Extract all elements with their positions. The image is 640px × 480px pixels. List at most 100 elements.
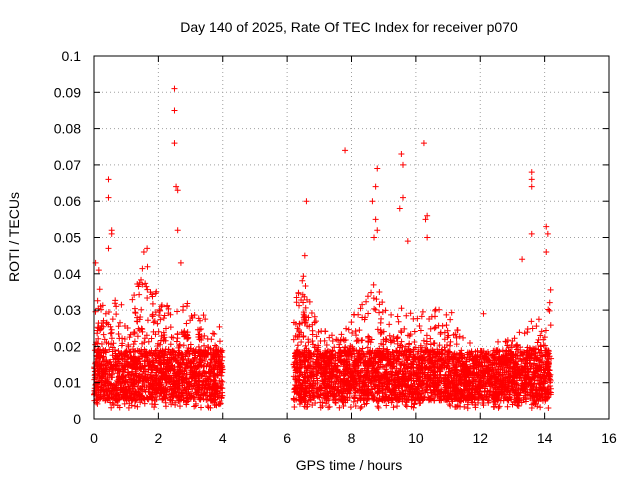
data-point [157,316,164,323]
data-point [148,291,155,298]
data-point [395,318,402,325]
data-point [139,265,146,272]
data-point [312,318,319,325]
data-point [216,338,223,345]
data-point [130,341,137,348]
data-point [437,329,444,336]
data-point [138,276,145,283]
data-points [91,85,555,412]
data-point [495,338,502,345]
data-point [546,307,553,314]
data-point [206,363,213,370]
data-point [135,283,142,290]
data-point [411,328,418,335]
data-point [545,405,552,412]
data-point [115,323,122,330]
data-point [102,396,109,403]
data-point [138,306,145,313]
data-point [137,313,144,320]
data-point [216,323,223,330]
data-point [365,310,372,317]
data-point [302,342,309,349]
data-point [165,305,172,312]
data-point [131,403,138,410]
data-point [537,404,544,411]
data-point [542,327,549,334]
data-point [309,327,316,334]
data-point [386,321,393,328]
data-point [203,396,210,403]
data-point [187,341,194,348]
data-point [149,400,156,407]
data-point [535,316,542,323]
data-point [363,298,370,305]
data-point [158,302,165,309]
data-point [376,289,383,296]
data-point [427,335,434,342]
data-point [202,357,209,364]
data-point [291,404,298,411]
data-point [466,340,473,347]
data-point [545,306,552,313]
data-point [107,399,114,406]
data-point [144,295,151,302]
data-point [131,305,138,312]
data-point [144,317,151,324]
data-point [149,311,156,318]
data-point [351,311,358,318]
data-point [382,307,389,314]
data-point [345,326,352,333]
data-point [183,303,190,310]
data-point [443,322,450,329]
data-point [94,297,101,304]
data-point [149,300,156,307]
grid [94,56,609,419]
data-point [94,400,101,407]
data-point [528,318,535,325]
data-point [427,341,434,348]
data-point [160,329,167,336]
data-point [447,338,454,345]
data-point [343,325,350,332]
data-point [336,341,343,348]
data-point [161,312,168,319]
data-point [431,313,438,320]
data-point [132,310,139,317]
data-point [534,339,541,346]
data-point [141,335,148,342]
data-point [108,335,115,342]
data-point [176,403,183,410]
data-point [167,341,174,348]
data-point [107,330,114,337]
data-point [201,342,208,349]
data-point [419,308,426,315]
data-point [495,404,502,411]
data-point [136,291,143,298]
data-point [144,263,151,270]
data-point [185,356,192,363]
data-point [394,335,401,342]
data-point [152,331,159,338]
data-point [102,397,109,404]
data-point [121,400,128,407]
data-point [356,327,363,334]
data-point [100,331,107,338]
data-point [119,335,126,342]
data-point [139,281,146,288]
data-point [448,309,455,316]
data-point [144,286,151,293]
data-point [123,347,130,354]
data-point [108,404,115,411]
data-point [430,340,437,347]
data-point [96,286,103,293]
data-point [109,316,116,323]
data-point [464,405,471,412]
data-point [294,342,301,349]
data-point [443,311,450,318]
data-point [155,328,162,335]
data-point [108,329,115,336]
data-point [174,308,181,315]
data-point [446,342,453,349]
data-point [159,347,166,354]
data-point [184,398,191,405]
